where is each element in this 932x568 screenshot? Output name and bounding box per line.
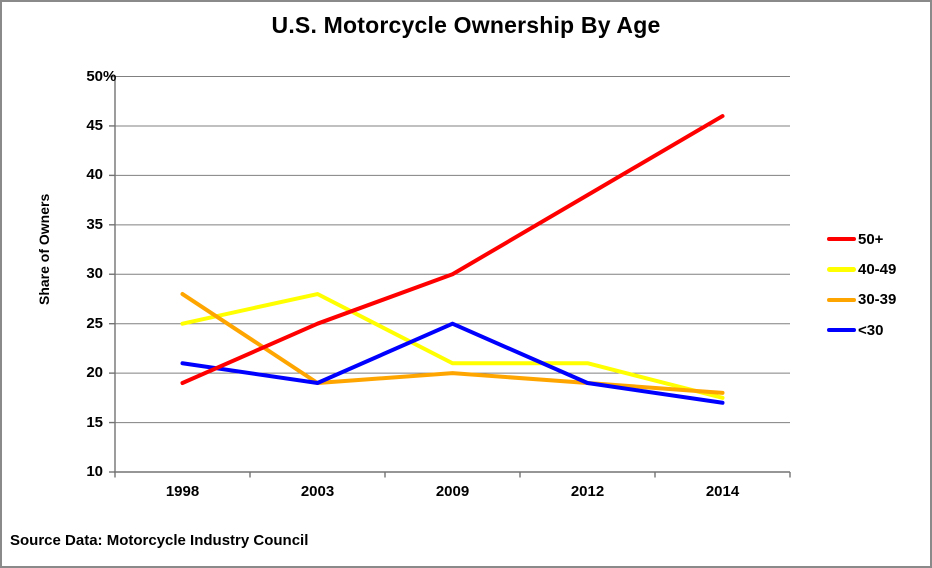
y-tick-label: 15 [2,413,103,433]
y-tick-value: 20 [86,364,103,382]
y-tick-value: 15 [86,413,103,431]
legend-item: 50+ [827,224,883,254]
source-note: Source Data: Motorcycle Industry Council [10,532,309,549]
y-tick-label: 50% [2,67,116,87]
percent-suffix: % [103,67,117,85]
series-line-4049 [180,292,725,400]
x-tick-label: 1998 [165,483,200,500]
legend-label: 50+ [858,230,884,248]
x-tick-label: 2012 [570,483,605,500]
legend-label: 30-39 [858,291,897,309]
y-tick-label: 25 [2,314,103,334]
y-tick-value: 25 [86,314,103,332]
y-tick-label: 45 [2,116,103,136]
series-line-30 [180,321,725,405]
legend-label: 40-49 [858,260,897,278]
y-tick-label: 10 [2,462,103,482]
y-tick-value: 35 [86,215,103,233]
y-tick-label: 40 [2,165,103,185]
x-tick-label: 2009 [435,483,470,500]
y-tick-label: 30 [2,264,103,284]
x-tick-label: 2003 [300,483,335,500]
y-tick-value: 40 [86,166,103,184]
y-tick-value: 50 [86,67,103,85]
y-tick-label: 20 [2,363,103,383]
y-tick-value: 30 [86,265,103,283]
x-tick-label: 2014 [705,483,740,500]
legend-line-swatch [827,236,856,242]
legend-item: <30 [827,315,883,345]
y-tick-label: 35 [2,215,103,235]
legend-line-swatch [827,297,856,303]
legend-label: <30 [858,321,884,339]
chart-title: U.S. Motorcycle Ownership By Age [271,12,661,38]
legend-item: 40-49 [827,254,896,284]
legend-item: 30-39 [827,285,896,315]
legend-line-swatch [827,267,856,272]
y-tick-value: 10 [86,463,103,480]
series-line-50 [180,114,725,386]
legend-line-swatch [827,327,856,333]
y-tick-value: 45 [86,116,103,134]
series-line-3039 [180,292,725,395]
